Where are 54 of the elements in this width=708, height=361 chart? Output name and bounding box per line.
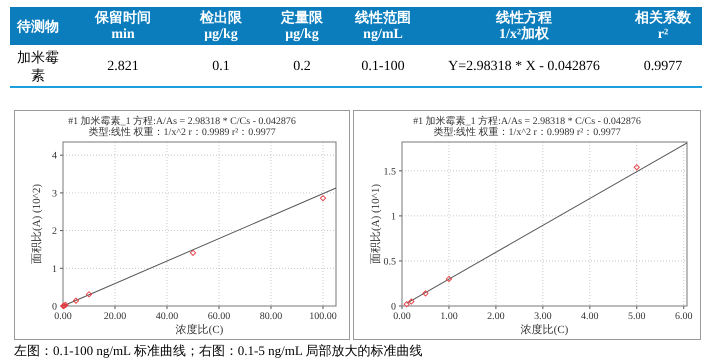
point [422, 290, 429, 296]
chart-title: #1 加米霉素_1 方程:A/As = 2.98318 * C/Cs - 0.042876 [68, 115, 296, 127]
x-axis-title: 浓度比(C) [520, 323, 569, 336]
y-tick-label: 2 [52, 226, 57, 238]
x-tick-label: 20.00 [104, 311, 126, 322]
text: 相关系数 r² [634, 9, 692, 42]
x-tick-label: 40.00 [156, 311, 178, 322]
text: 2.821 [107, 59, 139, 74]
point [72, 298, 80, 304]
text: 保留时间 min [94, 10, 151, 42]
point [320, 195, 326, 202]
text: 0.9977 [644, 59, 682, 74]
x-tick-label: 0.00 [393, 311, 411, 322]
x-tick-label: 3.00 [534, 311, 552, 322]
text: 加米霉素 [17, 50, 59, 84]
y-tick-label: 0.5 [384, 256, 396, 268]
y-axis-title: 面积比(A) (10^2) [30, 184, 43, 264]
text: 线性范围 ng/mL [354, 10, 411, 42]
x-tick-label: 100.00 [309, 311, 337, 322]
x-tick-label: 2.00 [487, 311, 505, 322]
x-tick-label: 0.00 [54, 311, 72, 322]
point [86, 291, 92, 298]
chart-subtitle: 类型:线性 权重：1/x^2 r：0.9989 r²：0.9977 [433, 126, 621, 138]
text: 定量限 μg/kg [280, 9, 324, 42]
text: 左图：0.1-100 ng/mL 标准曲线；右图：0.1-5 ng/mL 局部放大的标准曲线 [14, 343, 423, 358]
text: 待测物 [16, 19, 59, 35]
y-tick-label: 3 [52, 188, 57, 200]
y-tick-label: 1 [52, 264, 57, 275]
x-tick-label: 4.00 [581, 311, 599, 322]
x-tick-label: 6.00 [674, 311, 692, 322]
text: 0.2 [293, 59, 311, 74]
text: 检出限 μg/kg [199, 10, 243, 42]
y-tick-label: 0 [391, 302, 396, 312]
point [446, 276, 452, 282]
y-tick-label: 0 [52, 302, 57, 312]
x-axis-title: 浓度比(C) [176, 323, 224, 336]
point [408, 298, 414, 305]
chart-title: #1 加米霉素_1 方程:A/As = 2.98318 * C/Cs - 0.042876 [413, 115, 641, 127]
point [634, 164, 640, 170]
point [404, 301, 410, 308]
x-tick-label: 1.00 [440, 311, 458, 322]
text: 0.1-100 [361, 59, 405, 74]
text: Y=2.98318 * X - 0.042876 [448, 59, 600, 74]
x-tick-label: 5.00 [628, 311, 646, 322]
point [190, 250, 196, 256]
y-tick-label: 4 [52, 150, 57, 162]
y-tick-label: 1 [391, 211, 396, 222]
x-tick-label: 60.00 [208, 311, 230, 322]
text: 线性方程 1/x²加权 [495, 9, 552, 42]
y-tick-label: 1.5 [384, 166, 396, 178]
text: 0.1 [212, 59, 230, 74]
y-axis-title: 面积比(A) (10^1) [369, 184, 382, 264]
chart-subtitle: 类型:线性 权重：1/x^2 r：0.9989 r²：0.9977 [88, 126, 276, 138]
x-tick-label: 80.00 [260, 311, 282, 322]
